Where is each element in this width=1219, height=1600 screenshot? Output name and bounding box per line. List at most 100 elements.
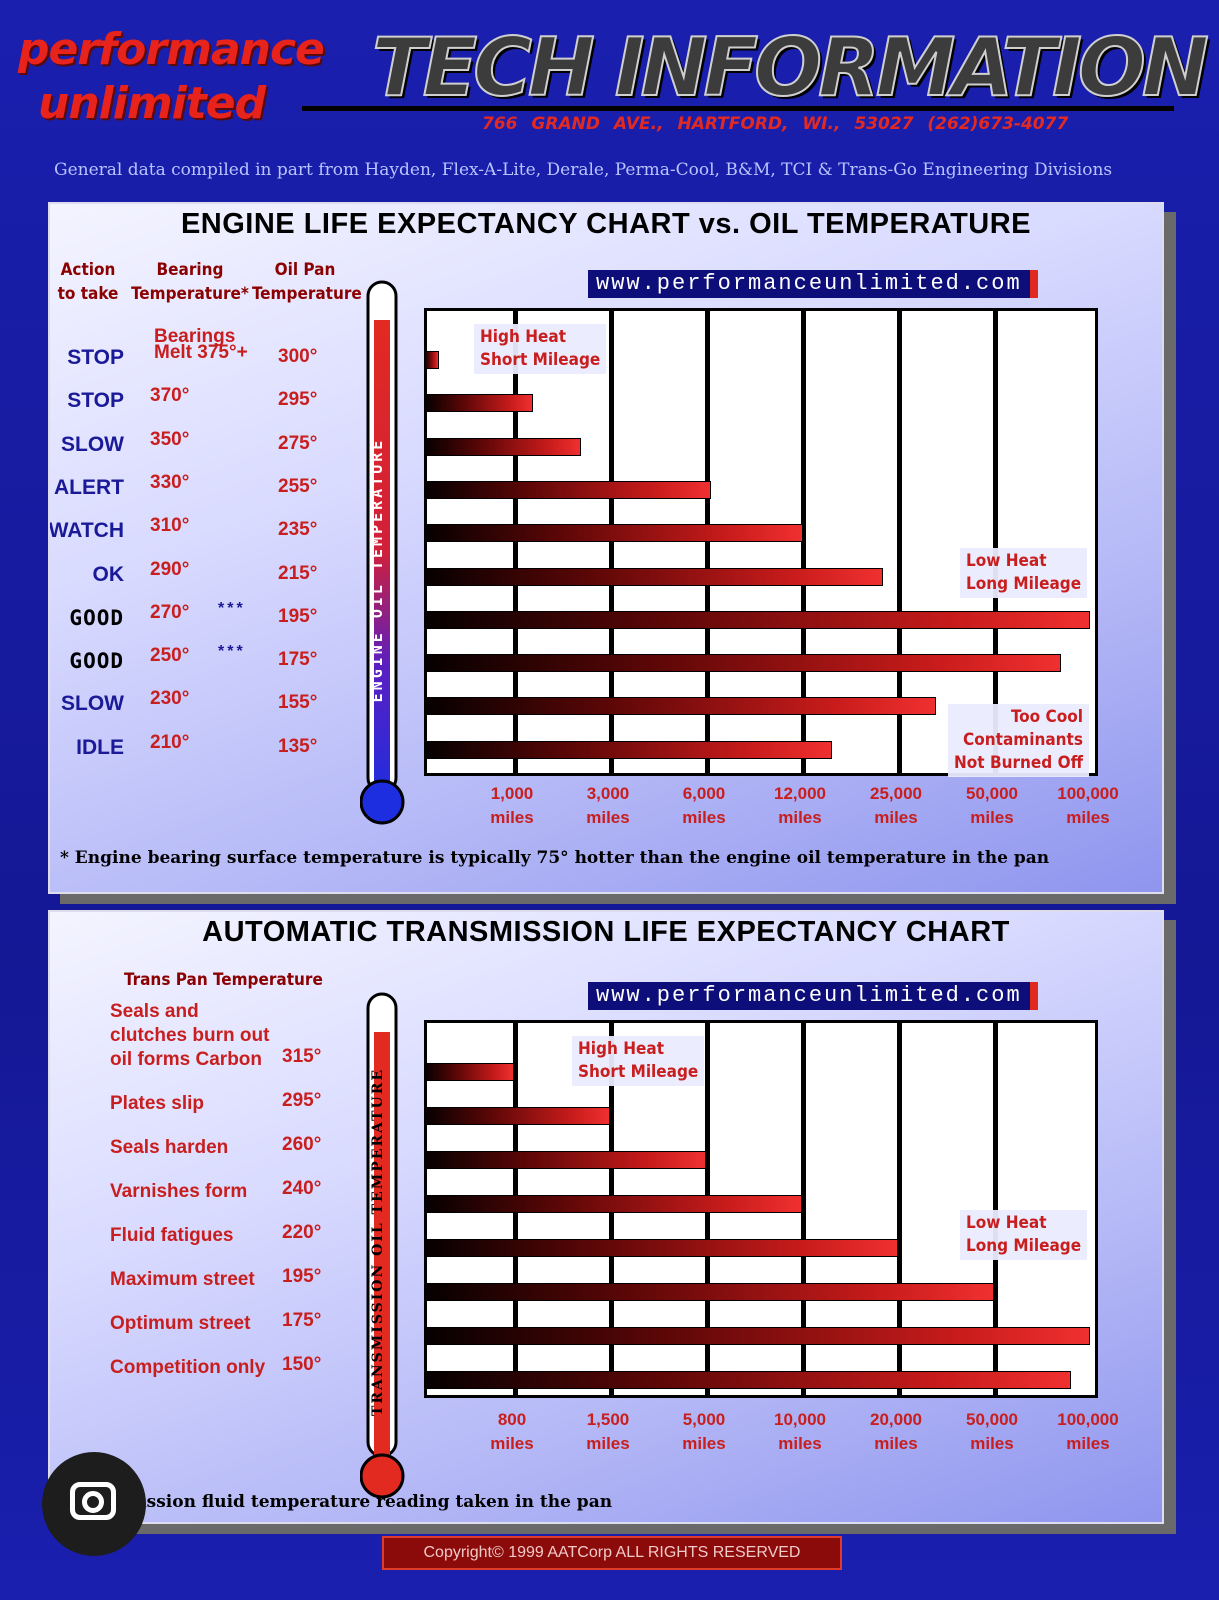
- row-oil-pan-temp: 235°: [278, 519, 318, 541]
- chart-bar: [424, 1151, 706, 1169]
- header-oil-pan: Oil Pan Temperature: [252, 260, 362, 304]
- row-bearing-temp: 270°: [150, 601, 190, 623]
- transmission-thermometer: TRANSMISSION OIL TEMPERATURE: [360, 992, 405, 1499]
- header-action: Action to take: [57, 260, 119, 304]
- chart-bar: [424, 1063, 514, 1081]
- row-oil-pan-temp: 275°: [278, 432, 318, 454]
- row-bearing-temp: 290°: [150, 558, 190, 580]
- row-bearing-temp: 370°: [150, 385, 190, 407]
- chart-bar: [424, 1195, 802, 1213]
- x-tick-label: 1,500 miles: [586, 1410, 630, 1453]
- row-trans-temp: 260°: [282, 1134, 322, 1155]
- x-tick-label: 50,000 miles: [966, 1410, 1018, 1453]
- x-tick-label: 5,000 miles: [682, 1410, 726, 1453]
- row-action: IDLE: [76, 735, 124, 759]
- x-tick-label: 1,000 miles: [490, 784, 534, 827]
- gridline: [801, 311, 806, 773]
- page-title: TECH INFORMATION: [371, 21, 1210, 114]
- header-bearing: Bearing Temperature*: [131, 260, 249, 304]
- x-tick-label: 6,000 miles: [682, 784, 726, 827]
- engine-note-high-heat: High Heat Short Mileage: [474, 324, 607, 374]
- row-trans-temp: 240°: [282, 1178, 322, 1199]
- row-action: ALERT: [54, 475, 124, 499]
- camera-search-button[interactable]: [42, 1452, 146, 1556]
- chart-bar: [424, 394, 534, 413]
- row-bearing-temp: 250°: [150, 645, 190, 667]
- chart-bar: [424, 1371, 1071, 1389]
- row-trans-temp: 175°: [282, 1310, 322, 1331]
- transmission-thermometer-label: TRANSMISSION OIL TEMPERATURE: [370, 1068, 386, 1416]
- engine-website-link[interactable]: www.performanceunlimited.com: [588, 270, 1038, 298]
- copyright-notice: Copyright© 1999 AATCorp ALL RIGHTS RESER…: [382, 1536, 842, 1570]
- x-tick-label: 20,000 miles: [870, 1410, 922, 1453]
- bearings-melt-label: Bearings: [154, 326, 236, 347]
- row-oil-pan-temp: 300°: [278, 346, 318, 367]
- row-bearing-temp: 330°: [150, 471, 190, 493]
- row-bearing-temp: 310°: [150, 515, 190, 537]
- header-trans-pan-temp: Trans Pan Temperature: [124, 970, 323, 990]
- row-action: SLOW: [61, 692, 124, 716]
- chart-bar: [424, 1283, 994, 1301]
- row-bearing-temp: 210°: [150, 731, 190, 753]
- x-tick-label: 10,000 miles: [774, 1410, 826, 1453]
- engine-note-low-heat: Low Heat Long Mileage: [960, 548, 1088, 598]
- row-oil-pan-temp: 215°: [278, 562, 318, 584]
- gridline: [897, 311, 902, 773]
- chart-bar: [424, 351, 440, 369]
- row-oil-pan-temp: 195°: [278, 605, 318, 627]
- row-action: OK: [92, 562, 125, 586]
- logo-line-2: unlimited: [38, 78, 266, 129]
- chart-bar: [424, 524, 804, 543]
- camera-icon: [70, 1482, 116, 1520]
- chart-bar: [424, 567, 884, 586]
- data-sources: General data compiled in part from Hayde…: [54, 160, 1113, 180]
- row-condition: Seals and clutches burn out oil forms Ca…: [110, 1001, 270, 1070]
- gridline: [897, 1023, 902, 1395]
- row-oil-pan-temp: 155°: [278, 692, 318, 714]
- title-rule: [302, 106, 1174, 111]
- x-tick-label: 800 miles: [490, 1410, 534, 1453]
- chart-bar: [424, 610, 1090, 629]
- row-condition: Fluid fatigues: [110, 1225, 234, 1246]
- engine-footnote: * Engine bearing surface temperature is …: [60, 848, 1050, 868]
- row-bearing-temp: 230°: [150, 688, 190, 710]
- chart-bar: [424, 697, 937, 716]
- row-action: STOP: [67, 346, 124, 369]
- engine-plot-area: [424, 308, 1098, 776]
- row-trans-temp: 295°: [282, 1090, 322, 1111]
- chart-bar: [424, 1107, 610, 1125]
- transmission-website-link[interactable]: www.performanceunlimited.com: [588, 982, 1038, 1010]
- engine-chart-panel: ENGINE LIFE EXPECTANCY CHART vs. OIL TEM…: [48, 202, 1164, 894]
- row-condition: Varnishes form: [110, 1181, 248, 1202]
- logo-line-1: performance: [18, 24, 325, 75]
- chart-bar: [424, 437, 582, 456]
- camera-lens-icon: [82, 1491, 104, 1513]
- row-condition: Competition only: [110, 1357, 266, 1378]
- row-oil-pan-temp: 135°: [278, 735, 318, 757]
- transmission-note-low-heat: Low Heat Long Mileage: [960, 1210, 1088, 1260]
- row-action: WATCH: [48, 519, 124, 543]
- row-oil-pan-temp: 255°: [278, 475, 318, 497]
- row-stars: ***: [218, 599, 246, 617]
- row-oil-pan-temp: 295°: [278, 389, 318, 411]
- row-condition: Maximum street: [110, 1269, 255, 1290]
- row-bearing-temp: Melt 375°+: [154, 342, 248, 363]
- engine-thermometer: ENGINE OIL TEMPERATURE: [360, 280, 405, 825]
- chart-bar: [424, 480, 711, 499]
- gridline: [993, 311, 998, 773]
- chart-bar: [424, 1239, 898, 1257]
- row-action: STOP: [67, 389, 124, 413]
- row-action: GOOD: [69, 649, 124, 674]
- engine-chart-title: ENGINE LIFE EXPECTANCY CHART vs. OIL TEM…: [180, 208, 1032, 240]
- chart-bar: [424, 1327, 1090, 1345]
- row-trans-temp: 195°: [282, 1266, 322, 1287]
- row-action: GOOD: [69, 605, 124, 630]
- row-trans-temp: 150°: [282, 1354, 322, 1375]
- row-stars: ***: [218, 643, 246, 661]
- row-condition: Optimum street: [110, 1313, 251, 1334]
- row-trans-temp: 220°: [282, 1222, 322, 1243]
- transmission-chart-title: AUTOMATIC TRANSMISSION LIFE EXPECTANCY C…: [202, 916, 1010, 948]
- row-trans-temp: 315°: [282, 1046, 322, 1067]
- transmission-footnote: *Transmission fluid temperature reading …: [60, 1492, 613, 1512]
- row-bearing-temp: 350°: [150, 428, 190, 450]
